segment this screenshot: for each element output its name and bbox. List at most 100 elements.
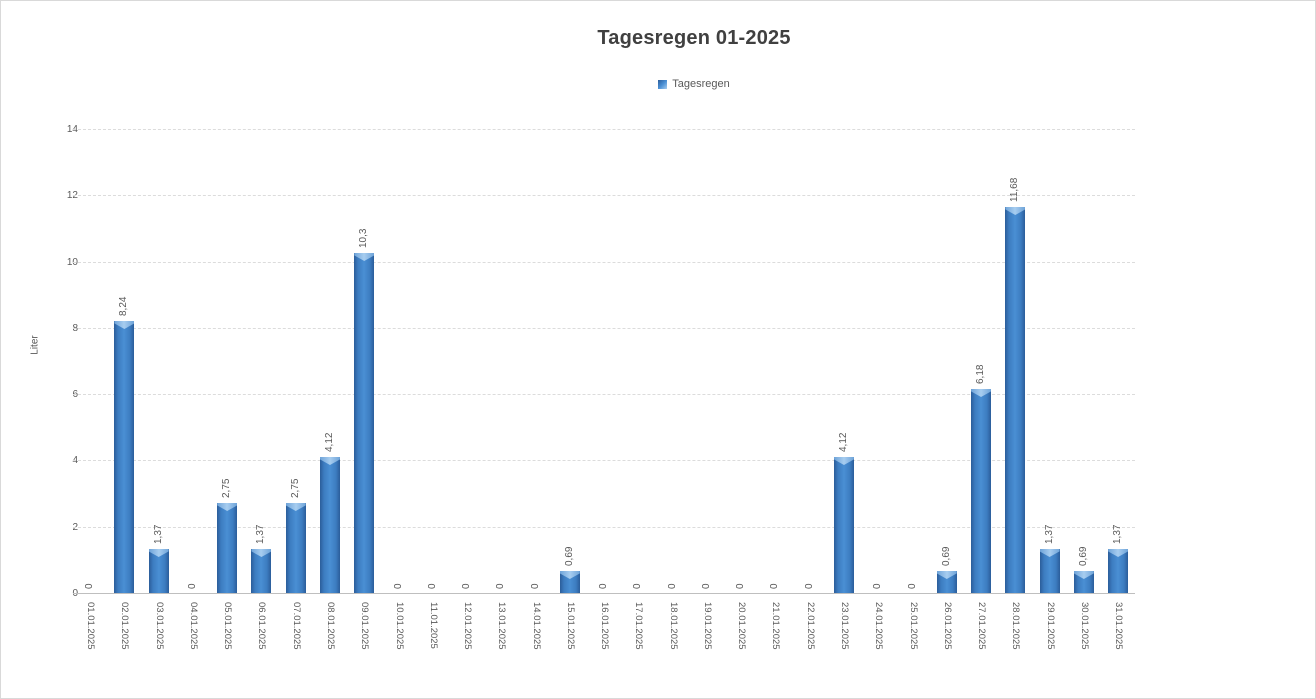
bar-cap xyxy=(354,253,375,261)
x-axis-label-15.01.2025: 15.01.2025 xyxy=(564,602,576,650)
value-label-26.01.2025: 0,69 xyxy=(940,546,952,566)
bar-06.01.2025[interactable] xyxy=(251,549,272,594)
value-label-24.01.2025: 0 xyxy=(872,583,884,589)
bar-column-08.01.2025: 4,12 08.01.2025 xyxy=(313,130,347,650)
value-label-22.01.2025: 0 xyxy=(803,583,815,589)
x-axis-label-07.01.2025: 07.01.2025 xyxy=(290,602,302,650)
bar-cap xyxy=(1005,207,1026,215)
x-axis-label-09.01.2025: 09.01.2025 xyxy=(359,602,371,650)
bar-08.01.2025[interactable] xyxy=(319,457,340,594)
value-label-12.01.2025: 0 xyxy=(461,583,473,589)
value-label-16.01.2025: 0 xyxy=(598,583,610,589)
x-axis-label-18.01.2025: 18.01.2025 xyxy=(667,602,679,650)
bar-cap xyxy=(971,389,992,397)
value-label-01.01.2025: 0 xyxy=(84,583,96,589)
legend-marker-icon xyxy=(658,79,668,89)
bar-23.01.2025[interactable] xyxy=(833,457,854,594)
bar-cap xyxy=(319,457,340,465)
bar-05.01.2025[interactable] xyxy=(217,503,238,594)
bar-column-02.01.2025: 8,24 02.01.2025 xyxy=(107,130,141,650)
bar-column-17.01.2025: 0 17.01.2025 xyxy=(621,130,655,649)
value-label-17.01.2025: 0 xyxy=(632,583,644,589)
bar-column-11.01.2025: 0 11.01.2025 xyxy=(416,130,450,648)
gridline-6 xyxy=(73,394,1135,396)
bar-cap xyxy=(833,457,854,465)
chart-title[interactable]: Tagesregen 01-2025 xyxy=(597,27,791,49)
bar-02.01.2025[interactable] xyxy=(114,321,135,594)
bar-cap xyxy=(1108,549,1129,557)
value-label-03.01.2025: 1,37 xyxy=(152,524,164,544)
bar-column-07.01.2025: 2,75 07.01.2025 xyxy=(279,130,313,650)
x-axis-label-28.01.2025: 28.01.2025 xyxy=(1010,602,1022,650)
x-axis-label-25.01.2025: 25.01.2025 xyxy=(907,602,919,650)
legend[interactable]: Tagesregen xyxy=(73,78,1315,90)
x-axis-label-06.01.2025: 06.01.2025 xyxy=(256,602,268,650)
bar-28.01.2025[interactable] xyxy=(1005,207,1026,594)
bar-29.01.2025[interactable] xyxy=(1039,549,1060,594)
x-axis-label-31.01.2025: 31.01.2025 xyxy=(1113,602,1125,650)
value-label-20.01.2025: 0 xyxy=(735,583,747,589)
bar-column-28.01.2025: 11,68 28.01.2025 xyxy=(998,130,1032,650)
x-axis-line xyxy=(73,593,1135,594)
value-label-25.01.2025: 0 xyxy=(906,583,918,589)
bar-column-29.01.2025: 1,37 29.01.2025 xyxy=(1032,130,1066,650)
x-axis-label-03.01.2025: 03.01.2025 xyxy=(153,602,165,650)
x-axis-label-26.01.2025: 26.01.2025 xyxy=(941,602,953,650)
bar-column-01.01.2025: 0 01.01.2025 xyxy=(73,130,107,649)
x-axis-label-10.01.2025: 10.01.2025 xyxy=(393,602,405,650)
bar-column-31.01.2025: 1,37 31.01.2025 xyxy=(1101,130,1135,650)
bar-cap xyxy=(1073,571,1094,579)
bar-column-21.01.2025: 0 21.01.2025 xyxy=(758,130,792,649)
bar-cap xyxy=(148,549,169,557)
value-label-31.01.2025: 1,37 xyxy=(1112,524,1124,544)
bar-cap xyxy=(251,549,272,557)
bar-column-18.01.2025: 0 18.01.2025 xyxy=(656,130,690,649)
value-label-04.01.2025: 0 xyxy=(186,583,198,589)
value-label-14.01.2025: 0 xyxy=(529,583,541,589)
value-label-29.01.2025: 1,37 xyxy=(1043,524,1055,544)
x-axis-label-17.01.2025: 17.01.2025 xyxy=(633,602,645,650)
bar-31.01.2025[interactable] xyxy=(1108,549,1129,594)
bar-cap xyxy=(936,571,957,579)
value-label-15.01.2025: 0,69 xyxy=(563,546,575,566)
value-label-18.01.2025: 0 xyxy=(666,583,678,589)
gridline-14 xyxy=(73,129,1135,130)
bar-column-20.01.2025: 0 20.01.2025 xyxy=(724,130,758,649)
value-label-19.01.2025: 0 xyxy=(700,583,712,589)
bar-column-25.01.2025: 0 25.01.2025 xyxy=(895,130,929,649)
bar-09.01.2025[interactable] xyxy=(354,253,375,594)
bar-column-26.01.2025: 0,69 26.01.2025 xyxy=(930,130,964,650)
bar-column-09.01.2025: 10,3 09.01.2025 xyxy=(347,130,381,650)
value-label-09.01.2025: 10,3 xyxy=(358,228,370,248)
bar-column-27.01.2025: 6,18 27.01.2025 xyxy=(964,130,998,650)
bar-column-05.01.2025: 2,75 05.01.2025 xyxy=(210,130,244,650)
bar-07.01.2025[interactable] xyxy=(285,503,306,594)
x-axis-label-02.01.2025: 02.01.2025 xyxy=(119,602,131,650)
bar-03.01.2025[interactable] xyxy=(148,549,169,594)
value-label-27.01.2025: 6,18 xyxy=(975,364,987,384)
bar-column-19.01.2025: 0 19.01.2025 xyxy=(690,130,724,649)
legend-label: Tagesregen xyxy=(672,78,730,90)
bar-cap xyxy=(217,503,238,511)
value-label-13.01.2025: 0 xyxy=(495,583,507,589)
value-label-30.01.2025: 0,69 xyxy=(1077,546,1089,566)
bar-26.01.2025[interactable] xyxy=(936,571,957,594)
bar-cap xyxy=(559,571,580,579)
x-axis-label-12.01.2025: 12.01.2025 xyxy=(462,602,474,650)
bar-columns: 0 01.01.2025 8,24 02.01.2025 1,37 03.01.2025 0… xyxy=(73,130,1135,650)
bar-column-10.01.2025: 0 10.01.2025 xyxy=(381,130,415,649)
value-label-28.01.2025: 11,68 xyxy=(1009,177,1021,202)
value-label-10.01.2025: 0 xyxy=(392,583,404,589)
x-axis-label-27.01.2025: 27.01.2025 xyxy=(976,602,988,650)
gridline-10 xyxy=(73,261,1135,263)
bar-27.01.2025[interactable] xyxy=(971,389,992,594)
bar-column-30.01.2025: 0,69 30.01.2025 xyxy=(1067,130,1101,650)
bar-column-16.01.2025: 0 16.01.2025 xyxy=(587,130,621,649)
bar-15.01.2025[interactable] xyxy=(559,571,580,594)
plot-area[interactable]: 0 01.01.2025 8,24 02.01.2025 1,37 03.01.2025 0… xyxy=(73,129,1135,650)
bar-30.01.2025[interactable] xyxy=(1073,571,1094,594)
x-axis-label-21.01.2025: 21.01.2025 xyxy=(770,602,782,650)
bar-column-06.01.2025: 1,37 06.01.2025 xyxy=(244,130,278,650)
gridline-12 xyxy=(73,195,1135,197)
